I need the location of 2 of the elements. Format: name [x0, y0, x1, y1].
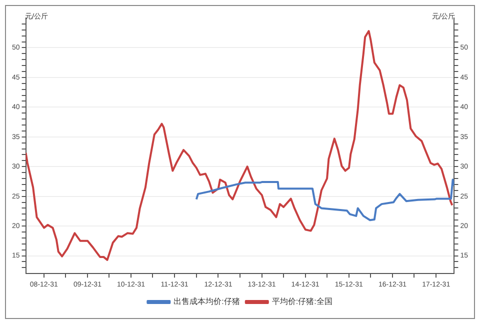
legend-label: 出售成本均价:仔猪: [174, 297, 240, 306]
legend-label: 平均价:仔猪:全国: [272, 297, 332, 306]
